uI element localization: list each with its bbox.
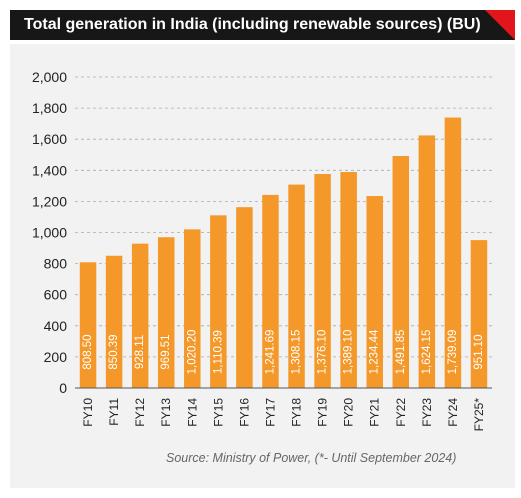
bar — [105, 255, 123, 388]
bar — [470, 240, 488, 388]
data-label: 1,308.15 — [291, 330, 303, 375]
x-tick-label: FY10 — [81, 398, 95, 427]
y-tick-label: 200 — [44, 349, 68, 365]
bar — [340, 171, 357, 388]
y-tick-label: 600 — [44, 287, 68, 303]
x-tick-label: FY14 — [185, 398, 199, 427]
bar — [157, 237, 175, 388]
x-tick-label: FY21 — [368, 398, 382, 427]
bar — [314, 174, 331, 388]
bar — [366, 196, 383, 388]
y-tick-label: 400 — [44, 318, 68, 334]
x-tick-label: FY11 — [107, 398, 121, 426]
y-tick-label: 1,800 — [32, 100, 67, 116]
bar — [262, 194, 279, 388]
data-label: 1,739.09 — [447, 330, 459, 375]
x-axis-tick-labels: FY10 FY11 FY12 FY13 FY14 FY15 FY16 FY17 FY18 FY19… — [81, 398, 486, 432]
bar — [236, 207, 253, 388]
bar — [418, 135, 436, 388]
y-tick-label: 1,000 — [32, 225, 67, 241]
data-label: 1,624.15 — [421, 330, 433, 375]
y-tick-label: 2,000 — [32, 69, 67, 85]
y-axis-tick-labels: 0 200 400 600 800 1,000 1,200 1,400 1,600 1,800 2,… — [32, 69, 67, 396]
data-label: 928.11 — [134, 335, 146, 369]
bar — [444, 117, 462, 388]
x-tick-label: FY23 — [420, 398, 434, 427]
x-tick-label: FY17 — [263, 398, 277, 427]
data-label: 808.50 — [82, 334, 94, 369]
x-tick-label: FY20 — [342, 398, 356, 427]
chart-title: Total generation in India (including ren… — [10, 10, 515, 40]
x-tick-label: FY24 — [446, 398, 460, 427]
x-tick-label: FY16 — [237, 398, 251, 427]
bar — [288, 184, 305, 388]
data-label: 1,110.39 — [212, 330, 224, 374]
y-tick-label: 800 — [44, 256, 68, 272]
bar — [392, 156, 410, 388]
x-tick-label: FY19 — [316, 398, 330, 427]
bars — [79, 117, 488, 388]
x-tick-label: FY18 — [290, 398, 304, 427]
source-note: Source: Ministry of Power, (*- Until Sep… — [166, 451, 457, 465]
data-label: 1,020.20 — [186, 330, 198, 375]
x-tick-label: FY22 — [394, 398, 408, 427]
x-tick-label: FY12 — [133, 398, 147, 427]
data-label: 1,234.44 — [369, 329, 381, 374]
bar — [79, 262, 97, 388]
data-label: 1,491.85 — [395, 330, 407, 375]
data-label: 1,389.10 — [343, 330, 355, 375]
data-label: 969.51 — [160, 334, 172, 369]
x-tick-label: FY13 — [159, 398, 173, 427]
bar — [210, 215, 227, 388]
accent-corner — [485, 10, 515, 40]
data-label: 1,241.69 — [264, 330, 276, 375]
y-tick-label: 1,400 — [32, 162, 67, 178]
bar — [131, 243, 149, 388]
y-tick-label: 1,600 — [32, 131, 67, 147]
y-tick-label: 1,200 — [32, 193, 67, 209]
data-labels: 808.50 850.39 928.11 969.51 1,020.20 1,110.39… — [82, 329, 485, 374]
data-label: 850.39 — [108, 334, 120, 369]
x-tick-label: FY15 — [211, 398, 225, 427]
bar — [184, 229, 201, 388]
data-label: 951.10 — [473, 334, 485, 369]
y-tick-label: 0 — [59, 380, 67, 396]
x-tick-label: FY25* — [472, 398, 486, 432]
data-label: 1,376.10 — [317, 330, 329, 375]
